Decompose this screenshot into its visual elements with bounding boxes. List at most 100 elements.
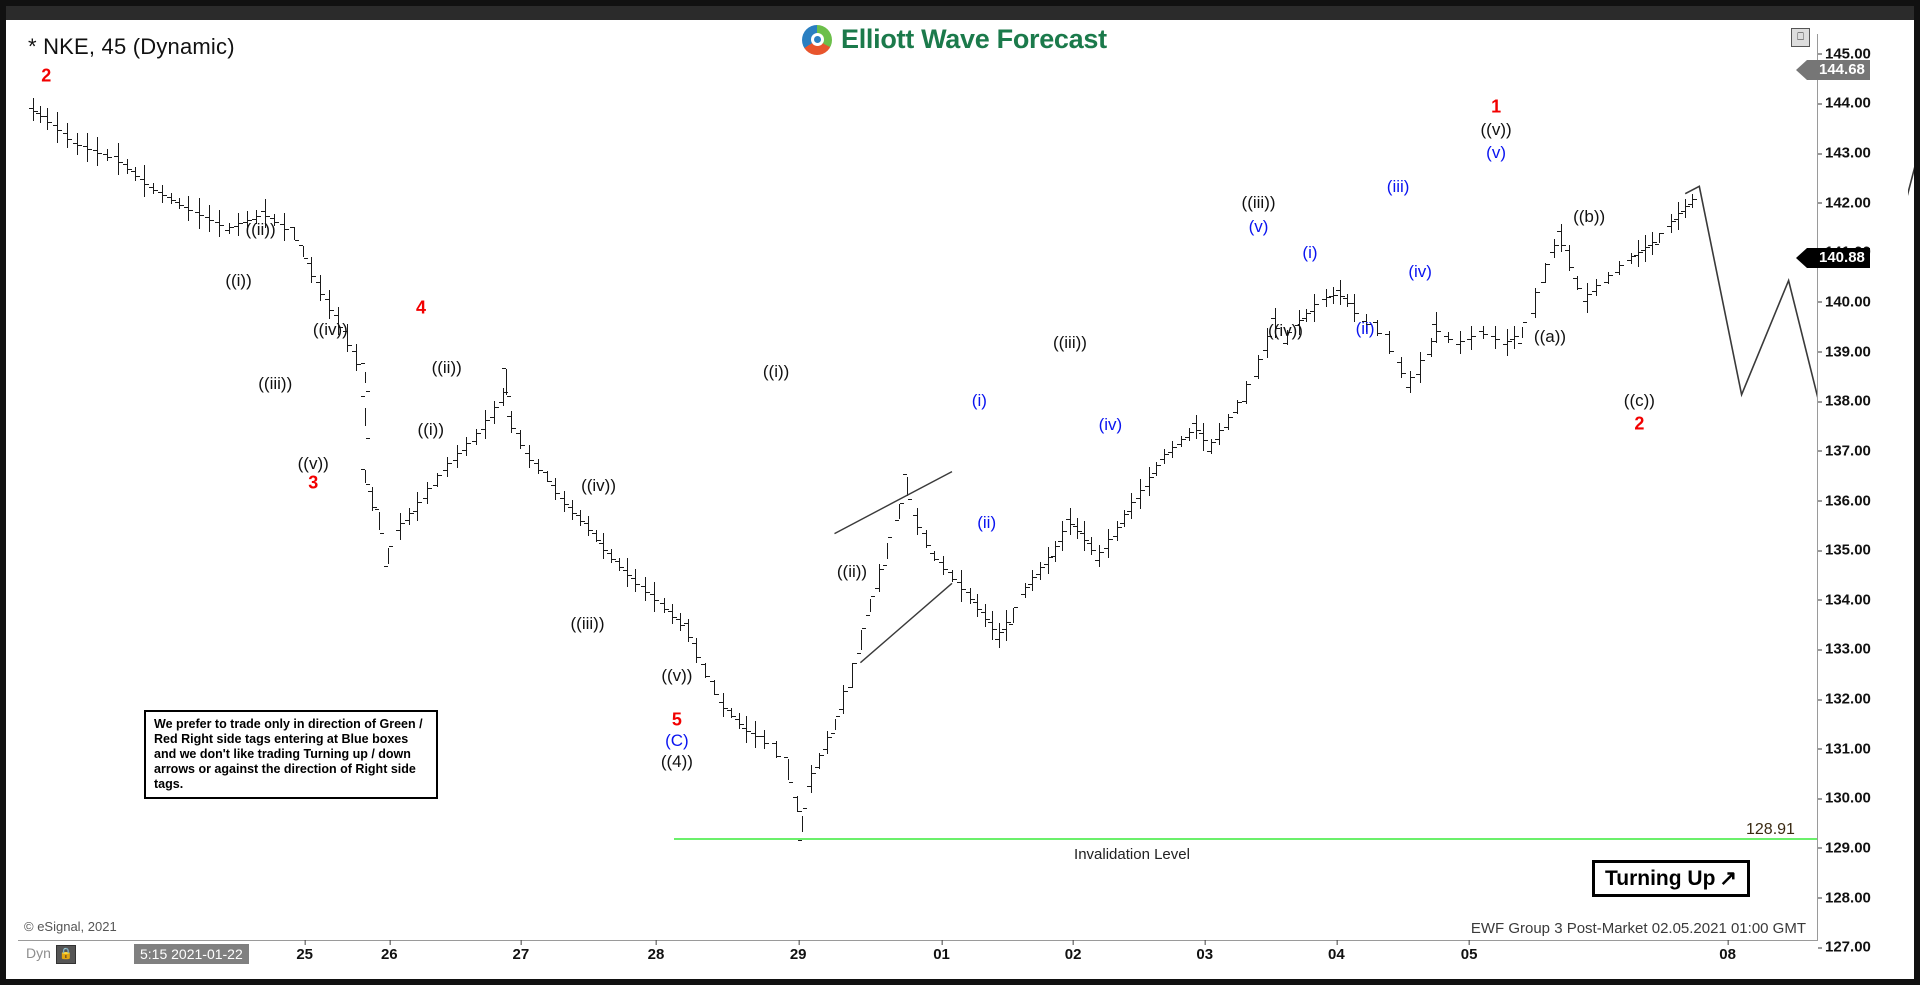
close-tick [1041, 567, 1045, 569]
close-tick [220, 225, 224, 227]
wave-label: (C) [665, 731, 689, 750]
close-tick [798, 811, 802, 813]
open-tick [175, 201, 179, 203]
price-bar [1237, 400, 1238, 415]
price-tick: 135.00 [1818, 542, 1871, 559]
price-tick: 136.00 [1818, 492, 1871, 509]
open-tick [930, 552, 934, 554]
price-bar [179, 197, 180, 210]
open-tick [225, 229, 229, 231]
price-bar [457, 445, 458, 468]
open-tick [93, 150, 97, 152]
open-tick [1406, 387, 1410, 389]
open-tick [1641, 250, 1645, 252]
price-bar [494, 400, 495, 424]
price-bar [723, 693, 724, 717]
copyright-label: © eSignal, 2021 [24, 919, 117, 934]
open-tick [1531, 313, 1535, 315]
price-tick: 129.00 [1818, 839, 1871, 856]
open-tick [325, 298, 329, 300]
open-tick [1467, 339, 1471, 341]
close-tick [556, 493, 560, 495]
price-bar [907, 476, 908, 497]
close-tick [1523, 322, 1527, 324]
open-tick [1168, 451, 1172, 453]
open-tick [1058, 541, 1062, 543]
close-tick [180, 205, 184, 207]
close-tick [828, 736, 832, 738]
open-tick [131, 171, 135, 173]
price-bar [746, 716, 747, 744]
wave-label: ((iv)) [581, 476, 616, 495]
time-tick: 29 [789, 940, 807, 963]
close-tick [136, 176, 140, 178]
price-bar [1659, 233, 1660, 244]
price-bar [619, 557, 620, 571]
price-bar [1108, 528, 1109, 559]
close-tick [1334, 294, 1338, 296]
time-axis[interactable]: Dyn 🔒 5:15 2021-01-22 25 26 27 28 29 01 02 03 04… [18, 940, 1818, 973]
close-tick [119, 161, 123, 163]
close-tick [1421, 360, 1425, 362]
open-tick [1416, 374, 1420, 376]
close-tick [154, 190, 158, 192]
price-bar [714, 680, 715, 695]
price-bar [899, 503, 900, 519]
close-tick [145, 183, 149, 185]
close-tick [681, 625, 685, 627]
wave-label: ((ii)) [836, 562, 868, 581]
price-bar [1608, 272, 1609, 285]
open-tick [568, 506, 572, 508]
price-bar [162, 184, 163, 203]
open-tick [1444, 335, 1448, 337]
open-tick [502, 368, 506, 370]
open-tick [205, 216, 209, 218]
wave-label: ((iii)) [258, 374, 293, 393]
price-bar [917, 507, 918, 535]
close-tick [888, 537, 892, 539]
close-tick [844, 691, 848, 693]
price-bar [1448, 331, 1449, 344]
price-bar [1569, 244, 1570, 272]
open-tick [988, 621, 992, 623]
wave-label: ((iii)) [1241, 193, 1276, 212]
close-tick [1461, 340, 1465, 342]
price-bar [476, 428, 477, 446]
open-tick [1233, 412, 1237, 414]
price-bar [672, 603, 673, 625]
price-bar [379, 512, 380, 531]
close-tick [935, 559, 939, 561]
close-tick [1620, 264, 1624, 266]
open-tick [405, 519, 409, 521]
open-tick [1336, 290, 1340, 292]
close-tick [239, 223, 243, 225]
open-tick [719, 701, 723, 703]
wave-label: ((v)) [661, 666, 693, 685]
price-bar [209, 204, 210, 233]
open-tick [1254, 376, 1258, 378]
open-tick [1674, 218, 1678, 220]
open-tick [1036, 574, 1040, 576]
price-bar [347, 323, 348, 352]
close-tick [1229, 416, 1233, 418]
expand-window-icon[interactable]: ⎕ [1791, 28, 1810, 47]
close-tick [986, 619, 990, 620]
price-bar [1678, 202, 1679, 230]
open-tick [1350, 302, 1354, 304]
price-bar [835, 719, 836, 731]
price-axis[interactable]: 145.00144.00143.00142.00141.00140.00139.… [1796, 34, 1908, 973]
price-bar [1048, 547, 1049, 575]
close-tick [1118, 526, 1122, 528]
price-bar [1389, 330, 1390, 355]
close-tick [418, 501, 422, 503]
open-tick [1479, 330, 1483, 332]
open-tick [981, 612, 985, 614]
price-bar [1246, 380, 1247, 404]
lock-icon[interactable]: 🔒 [56, 945, 76, 964]
chart-plot-area[interactable]: * NKE, 45 (Dynamic) Elliott Wave Forecas… [12, 20, 1914, 979]
price-bar [107, 149, 108, 161]
close-tick [495, 406, 499, 408]
price-bar [1652, 232, 1653, 255]
close-tick [1085, 539, 1089, 541]
open-tick [615, 561, 619, 563]
